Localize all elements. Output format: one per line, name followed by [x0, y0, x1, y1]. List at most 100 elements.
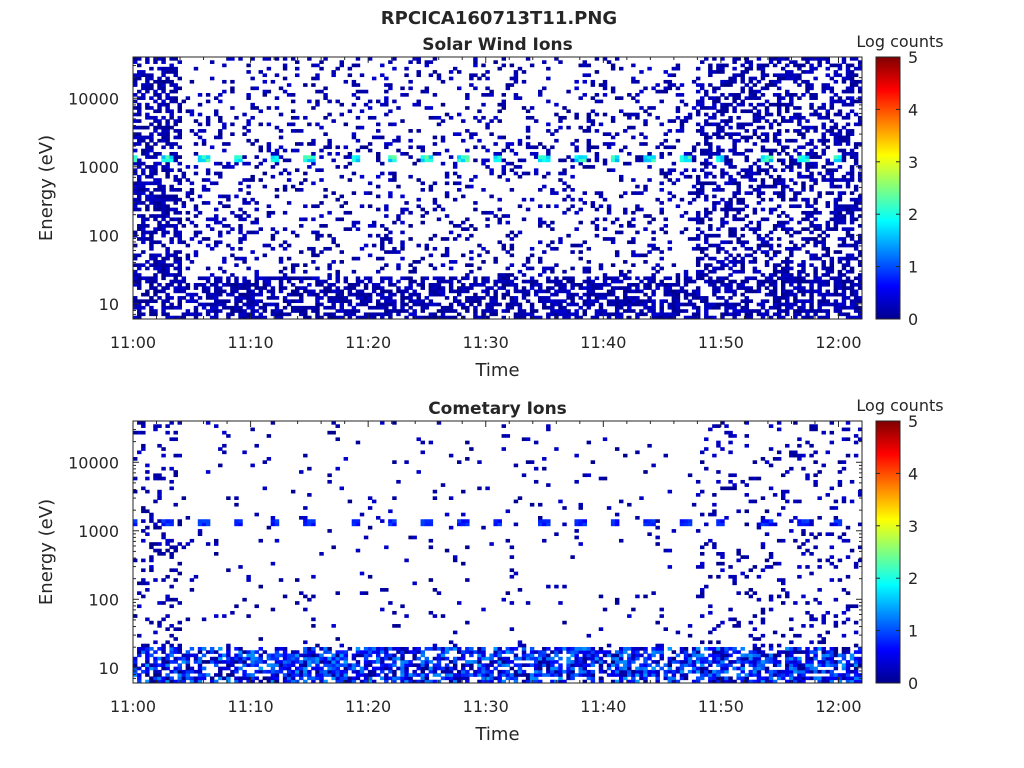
- heatmap-cell: [461, 155, 466, 159]
- heatmap-cell: [278, 256, 284, 261]
- heatmap-cell: [712, 194, 717, 199]
- heatmap-cell: [853, 302, 859, 307]
- heatmap-cell: [728, 230, 733, 235]
- heatmap-cell: [744, 60, 749, 64]
- heatmap-cell: [801, 289, 806, 294]
- heatmap-cell: [821, 151, 826, 156]
- heatmap-cell: [736, 197, 741, 202]
- heatmap-cell: [772, 178, 778, 182]
- heatmap-cell: [659, 227, 664, 231]
- heatmap-cell: [282, 63, 288, 68]
- heatmap-cell: [169, 660, 174, 664]
- heatmap-cell: [218, 194, 223, 199]
- heatmap-cell: [339, 194, 344, 199]
- heatmap-cell: [153, 168, 158, 173]
- heatmap-cell: [614, 302, 620, 307]
- heatmap-cell: [833, 286, 839, 290]
- heatmap-cell: [153, 286, 158, 290]
- heatmap-cell: [655, 312, 660, 317]
- heatmap-cell: [137, 194, 142, 199]
- heatmap-cell: [282, 89, 288, 94]
- colorbar-label: Log counts: [856, 32, 943, 51]
- heatmap-cell: [768, 292, 774, 297]
- heatmap-cell: [805, 86, 810, 91]
- heatmap-cell: [197, 210, 203, 215]
- heatmap-cell: [295, 73, 300, 78]
- heatmap-cell: [736, 191, 741, 195]
- heatmap-cell: [837, 197, 843, 202]
- heatmap-cell: [222, 289, 227, 294]
- heatmap-cell: [631, 237, 636, 241]
- heatmap-cell: [226, 434, 231, 438]
- heatmap-cell: [149, 132, 154, 136]
- heatmap-cell: [197, 135, 203, 140]
- heatmap-cell: [400, 292, 405, 297]
- heatmap-cell: [801, 79, 806, 84]
- heatmap-cell: [299, 129, 304, 133]
- heatmap-cell: [173, 548, 178, 553]
- heatmap-cell: [785, 263, 790, 267]
- heatmap-cell: [764, 292, 770, 297]
- heatmap-cell: [841, 217, 847, 222]
- heatmap-cell: [805, 237, 810, 241]
- heatmap-cell: [853, 122, 859, 127]
- heatmap-cell: [853, 315, 859, 320]
- heatmap-cell: [343, 79, 349, 84]
- heatmap-cell: [517, 269, 523, 274]
- heatmap-cell: [853, 201, 859, 205]
- heatmap-cell: [169, 522, 174, 527]
- heatmap-cell: [133, 489, 138, 494]
- heatmap-cell: [651, 86, 656, 91]
- heatmap-cell: [833, 112, 839, 117]
- heatmap-cell: [525, 260, 531, 264]
- heatmap-cell: [380, 305, 385, 310]
- heatmap-cell: [173, 233, 178, 238]
- heatmap-cell: [266, 214, 272, 218]
- heatmap-cell: [627, 296, 632, 300]
- heatmap-cell: [234, 194, 239, 199]
- heatmap-cell: [712, 256, 717, 261]
- heatmap-cell: [489, 171, 494, 176]
- heatmap-cell: [432, 115, 438, 120]
- heatmap-cell: [416, 260, 421, 264]
- heatmap-cell: [384, 296, 389, 300]
- heatmap-cell: [137, 89, 142, 94]
- heatmap-cell: [165, 282, 170, 287]
- heatmap-cell: [493, 296, 498, 300]
- heatmap-cell: [473, 279, 478, 284]
- heatmap-cell: [420, 286, 425, 290]
- heatmap-cell: [700, 191, 705, 195]
- heatmap-cell: [481, 289, 486, 294]
- heatmap-cell: [659, 266, 664, 271]
- heatmap-cell: [137, 673, 142, 677]
- heatmap-cell: [149, 279, 154, 284]
- heatmap-cell: [691, 279, 697, 284]
- heatmap-cell: [546, 299, 551, 304]
- heatmap-cell: [432, 181, 438, 186]
- heatmap-cell: [631, 135, 636, 140]
- heatmap-cell: [594, 282, 600, 287]
- heatmap-cell: [452, 237, 458, 241]
- heatmap-cell: [817, 240, 822, 245]
- heatmap-cell: [201, 305, 207, 310]
- heatmap-cell: [452, 296, 458, 300]
- heatmap-cell: [805, 299, 810, 304]
- heatmap-cell: [748, 148, 754, 153]
- heatmap-cell: [448, 115, 454, 120]
- heatmap-cell: [647, 305, 652, 310]
- heatmap-cell: [659, 309, 664, 313]
- heatmap-cell: [776, 263, 782, 267]
- heatmap-cell: [781, 224, 786, 228]
- heatmap-cell: [161, 217, 166, 222]
- heatmap-cell: [574, 302, 579, 307]
- heatmap-cell: [218, 660, 223, 664]
- heatmap-cell: [246, 315, 251, 320]
- heatmap-cell: [242, 201, 247, 205]
- heatmap-cell: [444, 305, 450, 310]
- heatmap-cell: [736, 210, 741, 215]
- heatmap-cell: [509, 263, 515, 267]
- heatmap-cell: [153, 197, 158, 202]
- heatmap-cell: [185, 653, 191, 658]
- heatmap-cell: [262, 89, 268, 94]
- heatmap-cell: [351, 171, 357, 176]
